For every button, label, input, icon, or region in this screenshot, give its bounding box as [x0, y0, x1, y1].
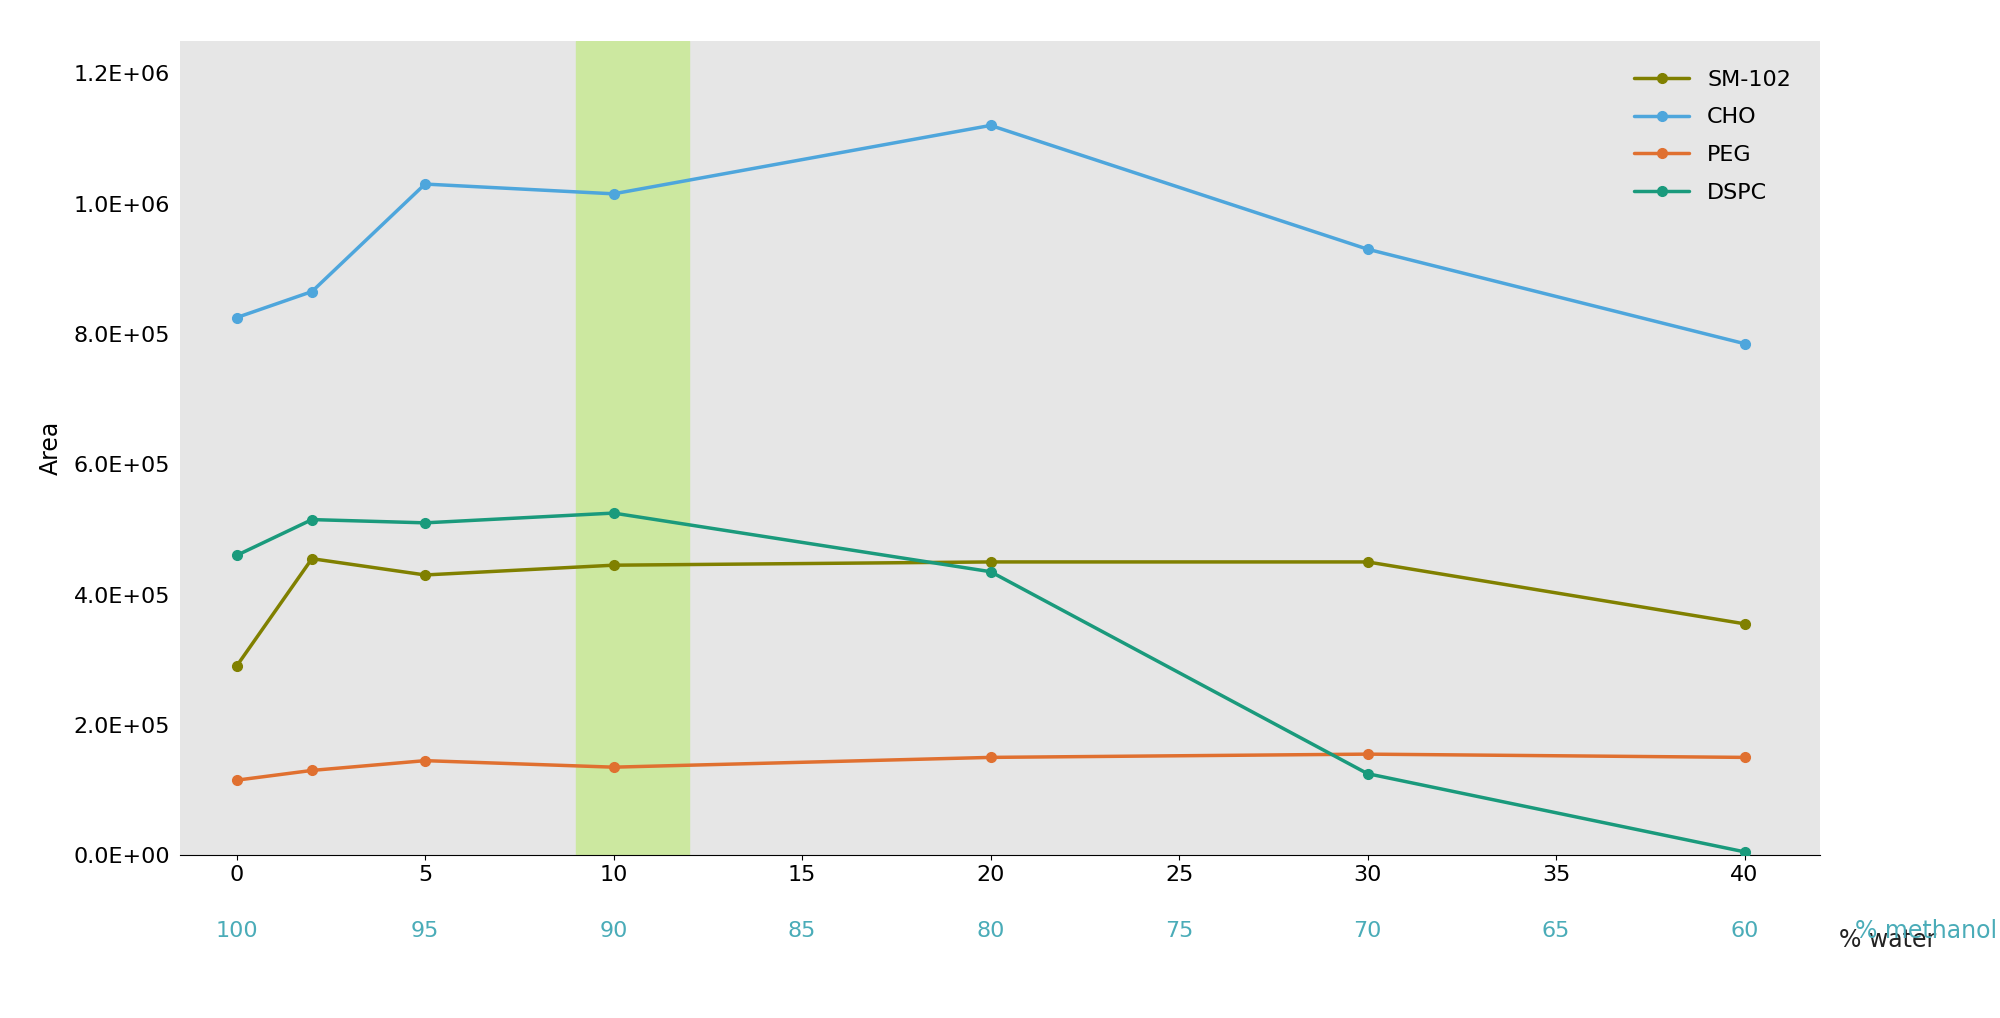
Line: CHO: CHO: [232, 120, 1750, 348]
Line: SM-102: SM-102: [232, 554, 1750, 671]
Text: 100: 100: [216, 921, 258, 942]
Legend: SM-102, CHO, PEG, DSPC: SM-102, CHO, PEG, DSPC: [1616, 52, 1808, 221]
Text: 75: 75: [1164, 921, 1194, 942]
SM-102: [978, 556, 1002, 568]
DSPC: [978, 566, 1002, 578]
CHO: [978, 119, 1002, 131]
DSPC: [224, 550, 248, 562]
PEG: [300, 765, 324, 777]
CHO: [224, 312, 248, 324]
CHO: [602, 187, 626, 200]
PEG: [978, 751, 1002, 764]
SM-102: [1356, 556, 1380, 568]
DSPC: [414, 517, 438, 529]
DSPC: [602, 507, 626, 519]
Text: 80: 80: [976, 921, 1004, 942]
Text: 70: 70: [1354, 921, 1382, 942]
CHO: [1732, 338, 1756, 350]
DSPC: [300, 513, 324, 525]
PEG: [224, 774, 248, 786]
Bar: [576, 41, 688, 855]
Line: DSPC: DSPC: [232, 508, 1750, 857]
CHO: [300, 285, 324, 297]
Text: 60: 60: [1730, 921, 1758, 942]
PEG: [602, 761, 626, 774]
SM-102: [414, 569, 438, 581]
SM-102: [602, 559, 626, 571]
PEG: [1356, 748, 1380, 760]
Text: 65: 65: [1542, 921, 1570, 942]
Text: 95: 95: [410, 921, 440, 942]
Text: % methanol: % methanol: [1854, 919, 1996, 944]
Line: PEG: PEG: [232, 749, 1750, 785]
DSPC: [1356, 768, 1380, 780]
PEG: [414, 754, 438, 767]
Text: 85: 85: [788, 921, 816, 942]
SM-102: [224, 660, 248, 672]
CHO: [414, 178, 438, 190]
PEG: [1732, 751, 1756, 764]
DSPC: [1732, 846, 1756, 858]
Text: % water: % water: [1838, 927, 1936, 952]
CHO: [1356, 243, 1380, 256]
Text: 90: 90: [600, 921, 628, 942]
SM-102: [1732, 618, 1756, 630]
Y-axis label: Area: Area: [38, 420, 62, 475]
SM-102: [300, 553, 324, 565]
